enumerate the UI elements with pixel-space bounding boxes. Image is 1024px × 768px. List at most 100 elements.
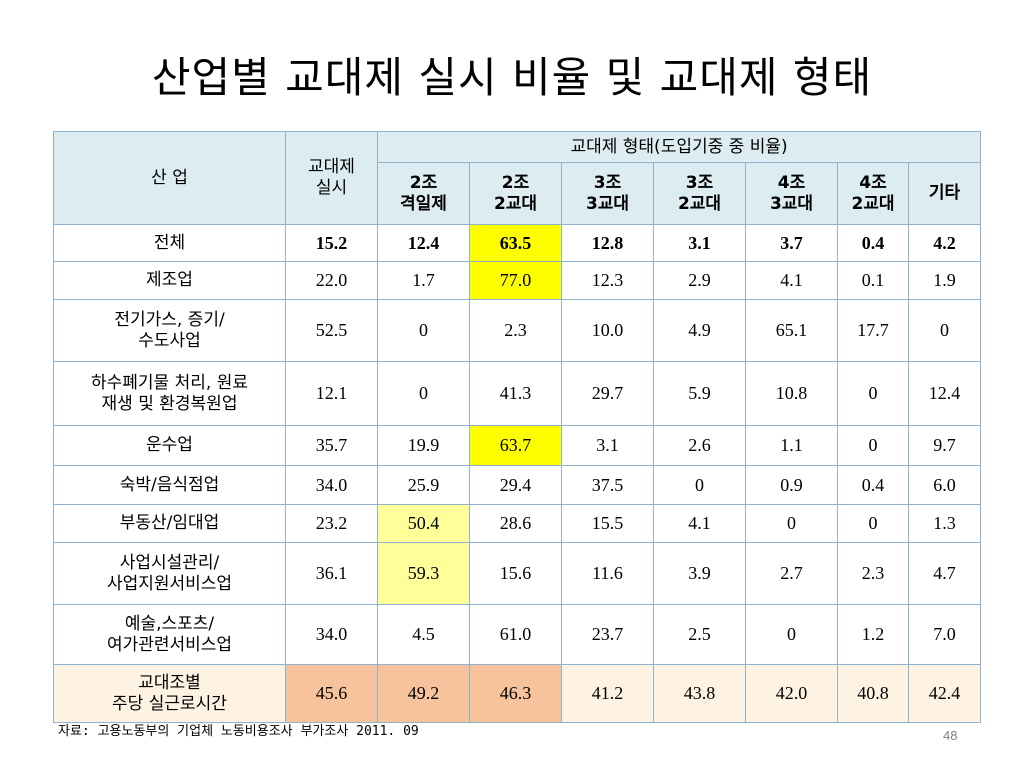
hours-cell-highlight: 49.2 bbox=[377, 664, 470, 723]
cell-value: 0 bbox=[745, 504, 838, 543]
cell-value: 0.1 bbox=[837, 261, 909, 300]
cell-value: 3.9 bbox=[653, 542, 746, 605]
cell-value: 19.9 bbox=[377, 425, 470, 466]
cell-value: 12.3 bbox=[561, 261, 654, 300]
cell-value: 15.5 bbox=[561, 504, 654, 543]
cell-value: 4.9 bbox=[653, 299, 746, 362]
table-row: 운수업 35.7 19.9 63.7 3.1 2.6 1.1 0 9.7 bbox=[53, 425, 982, 466]
cell-value: 25.9 bbox=[377, 465, 470, 505]
table-row: 예술,스포츠/여가관련서비스업 34.0 4.5 61.0 23.7 2.5 0… bbox=[53, 604, 982, 665]
row-industry-label: 제조업 bbox=[53, 261, 286, 300]
row-industry-line2: 수도사업 bbox=[138, 330, 201, 351]
hours-cell: 42.0 bbox=[745, 664, 838, 723]
cell-value: 34.0 bbox=[285, 465, 378, 505]
header-shift-rate-line1: 교대제 bbox=[308, 157, 355, 177]
cell-value: 4.2 bbox=[907, 224, 982, 262]
cell-value: 2.6 bbox=[653, 425, 746, 466]
cell-value: 0 bbox=[907, 299, 982, 362]
header-shift-rate: 교대제 실시 bbox=[285, 131, 378, 225]
row-industry-label: 전체 bbox=[53, 224, 286, 262]
cell-value: 2.5 bbox=[653, 604, 746, 665]
cell-value: 29.4 bbox=[469, 465, 562, 505]
cell-value: 34.0 bbox=[285, 604, 378, 665]
header-type-line2: 3교대 bbox=[769, 193, 814, 214]
cell-value: 2.9 bbox=[653, 261, 746, 300]
header-type-line1: 3조 bbox=[593, 172, 622, 193]
header-type-line1: 3조 bbox=[685, 172, 714, 193]
cell-value: 17.7 bbox=[837, 299, 909, 362]
header-shift-type-group: 교대제 형태(도입기중 중 비율) bbox=[376, 131, 982, 163]
cell-value: 1.2 bbox=[837, 604, 909, 665]
cell-value: 15.2 bbox=[285, 224, 378, 262]
header-type-line1: 2조 bbox=[409, 172, 438, 193]
header-type-line2: 2교대 bbox=[677, 193, 722, 214]
cell-value: 29.7 bbox=[561, 361, 654, 426]
cell-value: 1.9 bbox=[907, 261, 982, 300]
cell-value-highlight: 77.0 bbox=[469, 261, 562, 300]
cell-value: 61.0 bbox=[469, 604, 562, 665]
header-type-cell: 기타 bbox=[907, 162, 982, 225]
cell-value: 0.4 bbox=[837, 465, 909, 505]
cell-value: 12.4 bbox=[907, 361, 982, 426]
industry-shift-table: 산 업 교대제 실시 교대제 형태(도입기중 중 비율) 2조 격일제 2조 2교대… bbox=[53, 131, 982, 723]
row-industry-line1: 하수폐기물 처리, 원료 bbox=[91, 372, 248, 393]
cell-value: 36.1 bbox=[285, 542, 378, 605]
cell-value: 9.7 bbox=[907, 425, 982, 466]
page-number: 48 bbox=[943, 728, 958, 743]
hours-row-line1: 교대조별 bbox=[138, 672, 201, 693]
header-type-cell: 2조 격일제 bbox=[377, 162, 470, 225]
hours-row: 교대조별 주당 실근로시간 45.6 49.2 46.3 41.2 43.8 42… bbox=[53, 664, 982, 723]
cell-value: 0 bbox=[837, 425, 909, 466]
cell-value: 23.2 bbox=[285, 504, 378, 543]
row-industry-label: 사업시설관리/사업지원서비스업 bbox=[53, 542, 286, 605]
header-type-line1: 4조 bbox=[777, 172, 806, 193]
header-type-line1: 기타 bbox=[928, 183, 961, 203]
cell-value: 1.7 bbox=[377, 261, 470, 300]
cell-value-highlight: 59.3 bbox=[377, 542, 470, 605]
cell-value: 5.9 bbox=[653, 361, 746, 426]
hours-cell-highlight: 46.3 bbox=[469, 664, 562, 723]
cell-value: 35.7 bbox=[285, 425, 378, 466]
table-row: 하수폐기물 처리, 원료 재생 및 환경복원업 12.1 0 41.3 29.7 … bbox=[53, 361, 982, 426]
row-industry-line1: 예술,스포츠/ bbox=[124, 613, 215, 634]
row-industry-line1: 사업시설관리/ bbox=[119, 552, 220, 573]
cell-value: 0 bbox=[837, 361, 909, 426]
header-shift-rate-line2: 실시 bbox=[315, 178, 348, 198]
cell-value: 10.0 bbox=[561, 299, 654, 362]
cell-value: 37.5 bbox=[561, 465, 654, 505]
page-title: 산업별 교대제 실시 비율 및 교대제 형태 bbox=[151, 53, 873, 102]
header-type-line2: 격일제 bbox=[400, 193, 447, 214]
cell-value: 12.4 bbox=[377, 224, 470, 262]
header-type-cell: 4조 2교대 bbox=[837, 162, 909, 225]
cell-value: 3.1 bbox=[561, 425, 654, 466]
cell-value: 65.1 bbox=[745, 299, 838, 362]
cell-value: 1.3 bbox=[907, 504, 982, 543]
cell-value: 0 bbox=[653, 465, 746, 505]
cell-value: 41.3 bbox=[469, 361, 562, 426]
table-row: 전체 15.2 12.4 63.5 12.8 3.1 3.7 0.4 4.2 bbox=[53, 224, 982, 262]
row-industry-label: 운수업 bbox=[53, 425, 286, 466]
hours-cell: 43.8 bbox=[653, 664, 746, 723]
cell-value: 3.1 bbox=[653, 224, 746, 262]
cell-value: 52.5 bbox=[285, 299, 378, 362]
hours-row-label: 교대조별 주당 실근로시간 bbox=[53, 664, 286, 723]
row-industry-line2: 재생 및 환경복원업 bbox=[101, 393, 238, 414]
header-type-cell: 2조 2교대 bbox=[469, 162, 562, 225]
header-type-cell: 3조 2교대 bbox=[653, 162, 746, 225]
hours-row-line2: 주당 실근로시간 bbox=[112, 693, 227, 714]
table-row: 제조업 22.0 1.7 77.0 12.3 2.9 4.1 0.1 1.9 bbox=[53, 261, 982, 300]
header-type-cell: 3조 3교대 bbox=[561, 162, 654, 225]
cell-value: 22.0 bbox=[285, 261, 378, 300]
row-industry-label: 부동산/임대업 bbox=[53, 504, 286, 543]
cell-value: 3.7 bbox=[745, 224, 838, 262]
cell-value-highlight: 63.5 bbox=[469, 224, 562, 262]
header-type-line1: 2조 bbox=[501, 172, 530, 193]
cell-value: 6.0 bbox=[907, 465, 982, 505]
cell-value: 10.8 bbox=[745, 361, 838, 426]
cell-value: 4.1 bbox=[745, 261, 838, 300]
cell-value: 12.8 bbox=[561, 224, 654, 262]
cell-value: 0 bbox=[837, 504, 909, 543]
cell-value: 4.7 bbox=[907, 542, 982, 605]
cell-value: 0 bbox=[377, 299, 470, 362]
row-industry-label: 하수폐기물 처리, 원료 재생 및 환경복원업 bbox=[53, 361, 286, 426]
